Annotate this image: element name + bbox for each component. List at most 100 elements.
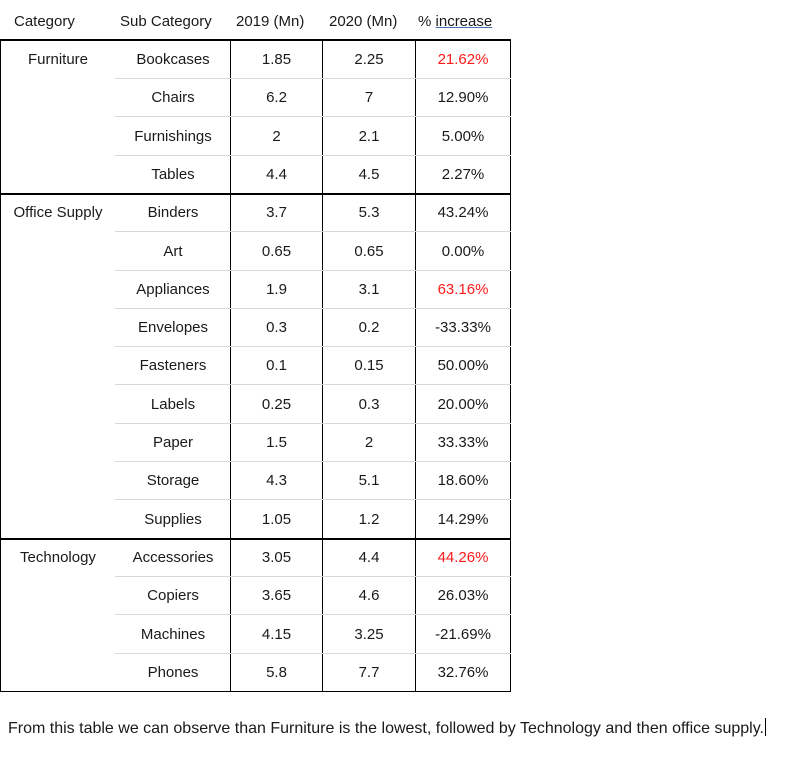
column-divider — [415, 41, 416, 692]
increase-cell: 26.03% — [437, 587, 489, 605]
header-increase-word: increase — [435, 13, 493, 30]
row-divider — [115, 499, 511, 501]
sub-category-cell: Tables — [151, 165, 195, 183]
category-cell — [2, 156, 114, 194]
value-2019-cell: 0.1 — [266, 357, 287, 375]
category-cell — [2, 501, 114, 539]
row-divider — [0, 537, 511, 540]
header-2019: 2019 (Mn) — [236, 13, 305, 30]
value-2020-cell: 2.25 — [354, 51, 384, 68]
table-row: Machines 4.15 3.25 -21.69% — [0, 616, 511, 654]
value-2020-cell: 5.3 — [358, 204, 380, 222]
sub-category-cell: Paper — [152, 434, 194, 451]
table-row: Envelopes 0.3 0.2 -33.33% — [0, 309, 511, 348]
category-cell — [2, 79, 114, 117]
row-divider — [115, 614, 511, 616]
table-row: Chairs 6.2 7 12.90% — [0, 79, 511, 118]
increase-cell: 50.00% — [437, 357, 489, 375]
row-divider — [115, 384, 511, 386]
sub-category-cell: Art — [163, 242, 183, 260]
sub-category-cell: Appliances — [136, 280, 210, 298]
category-cell: Technology — [20, 548, 96, 566]
header-increase: % increase — [418, 13, 492, 31]
row-divider — [115, 307, 511, 309]
table-row: Furnishings 2 2.1 5.00% — [0, 118, 511, 156]
value-2019-cell: 4.4 — [266, 165, 287, 183]
sub-category-cell: Accessories — [132, 548, 214, 566]
increase-cell: 43.24% — [437, 204, 489, 222]
category-cell: Office Supply — [13, 204, 103, 222]
value-2020-cell: 7 — [364, 89, 374, 107]
row-divider — [115, 652, 511, 654]
table-row: Phones 5.8 7.7 32.76% — [0, 654, 511, 692]
value-2020-cell: 3.25 — [354, 625, 384, 643]
sub-category-cell: Supplies — [144, 510, 202, 528]
table-row: Labels 0.25 0.3 20.00% — [0, 386, 511, 424]
text-cursor — [764, 718, 766, 736]
increase-cell: -21.69% — [435, 625, 491, 643]
value-2019-cell: 6.2 — [266, 89, 287, 107]
value-2019-cell: 0.3 — [266, 319, 287, 337]
commentary-text: From this table we can observe than Furn… — [8, 720, 764, 737]
value-2019-cell: 5.8 — [266, 663, 287, 681]
value-2020-cell: 0.15 — [354, 357, 384, 375]
increase-cell: 12.90% — [437, 89, 489, 107]
category-cell — [2, 654, 114, 692]
increase-cell: 14.29% — [437, 510, 489, 528]
value-2019-cell: 4.3 — [266, 472, 287, 490]
category-cell — [2, 233, 114, 271]
header-sub-category: Sub Category — [120, 13, 212, 30]
increase-cell: 5.00% — [441, 127, 485, 145]
value-2020-cell: 1.2 — [358, 510, 380, 528]
table-row: Fasteners 0.1 0.15 50.00% — [0, 347, 511, 386]
category-cell — [2, 577, 114, 615]
category-cell — [2, 462, 114, 500]
table-row: Furniture Bookcases 1.85 2.25 21.62% — [0, 41, 511, 79]
row-divider — [115, 231, 511, 233]
value-2019-cell: 0.25 — [261, 395, 292, 413]
row-divider — [115, 346, 511, 348]
increase-cell: 32.76% — [437, 663, 489, 681]
row-divider — [115, 154, 511, 156]
value-2019-cell: 3.7 — [266, 204, 287, 222]
value-2019-cell: 1.5 — [266, 434, 287, 451]
table-row: Paper 1.5 2 33.33% — [0, 424, 511, 462]
sub-category-cell: Furnishings — [134, 127, 212, 145]
value-2019-cell: 0.65 — [261, 242, 292, 260]
value-2020-cell: 3.1 — [358, 280, 380, 298]
increase-cell: 18.60% — [437, 472, 489, 490]
value-2020-cell: 4.5 — [358, 165, 380, 183]
category-cell — [2, 118, 114, 156]
category-cell — [2, 347, 114, 385]
sub-category-cell: Copiers — [147, 587, 199, 605]
increase-cell: 63.16% — [437, 280, 489, 298]
increase-cell: 33.33% — [437, 434, 489, 451]
value-2020-cell: 2 — [364, 434, 374, 451]
row-divider — [115, 269, 511, 271]
row-divider — [0, 690, 511, 692]
column-divider — [230, 41, 231, 692]
row-divider — [0, 192, 511, 195]
table-row: Technology Accessories 3.05 4.4 44.26% — [0, 539, 511, 577]
sub-category-cell: Labels — [150, 395, 196, 413]
value-2020-cell: 2.1 — [358, 127, 380, 145]
header-rule — [0, 39, 511, 41]
value-2019-cell: 4.15 — [261, 625, 292, 643]
sub-category-cell: Chairs — [151, 89, 195, 107]
sub-category-cell: Machines — [140, 625, 206, 643]
increase-cell: 20.00% — [437, 395, 489, 413]
category-cell — [2, 309, 114, 347]
row-divider — [115, 78, 511, 79]
increase-cell: 2.27% — [441, 165, 485, 183]
value-2020-cell: 0.3 — [358, 395, 380, 413]
value-2019-cell: 1.05 — [261, 510, 292, 528]
value-2019-cell: 2 — [272, 127, 281, 145]
value-2020-cell: 7.7 — [358, 663, 380, 681]
value-2019-cell: 3.05 — [261, 548, 292, 566]
value-2020-cell: 0.65 — [354, 242, 384, 260]
category-cell — [2, 424, 114, 462]
value-2020-cell: 5.1 — [358, 472, 380, 490]
table-row: Supplies 1.05 1.2 14.29% — [0, 501, 511, 540]
table-commentary[interactable]: From this table we can observe than Furn… — [8, 718, 807, 740]
increase-cell: 44.26% — [437, 548, 489, 566]
